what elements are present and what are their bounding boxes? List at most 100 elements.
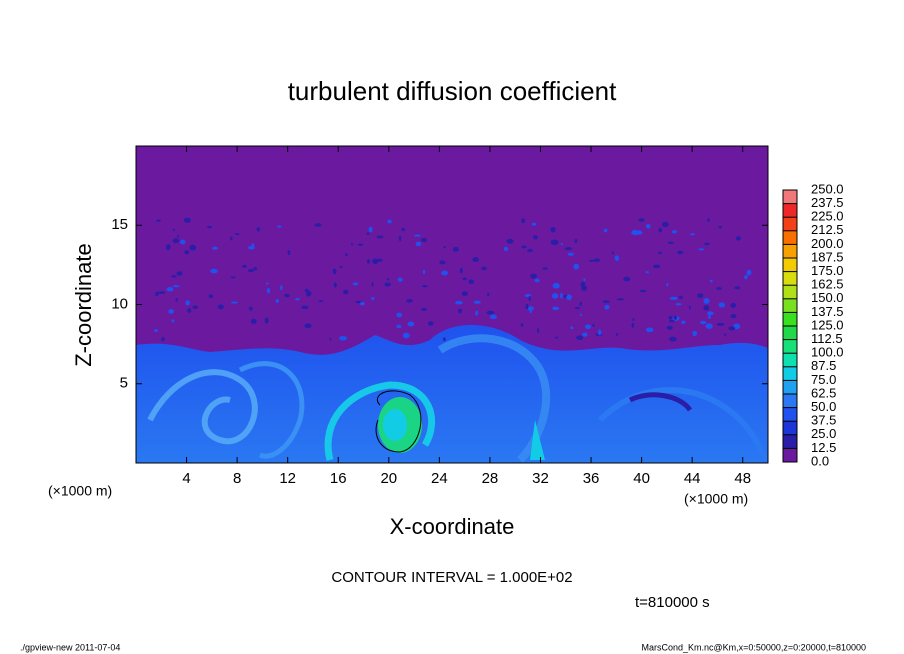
x-tick-label: 8 <box>233 470 241 487</box>
colorbar-label: 187.5 <box>811 249 844 264</box>
speck <box>708 314 711 319</box>
speck <box>673 315 677 320</box>
speck <box>339 335 348 341</box>
speck <box>551 293 559 299</box>
speck <box>217 304 224 310</box>
speck <box>161 336 165 342</box>
chart-title: turbulent diffusion coefficient <box>288 76 617 106</box>
speck <box>564 247 573 251</box>
colorbar-bin <box>783 394 797 408</box>
speck <box>339 265 343 268</box>
speck <box>559 292 563 299</box>
speck <box>366 259 371 264</box>
speck <box>421 307 427 311</box>
speck <box>652 264 661 269</box>
colorbar-label: 237.5 <box>811 195 844 210</box>
speck <box>635 230 643 235</box>
speck <box>631 322 635 328</box>
speck <box>506 238 514 244</box>
colorbar-bin <box>783 366 797 381</box>
speck <box>443 246 446 249</box>
x-tick-label: 32 <box>532 470 549 487</box>
speck <box>318 300 324 303</box>
speck <box>397 277 403 282</box>
speck <box>583 278 586 282</box>
speck <box>746 269 752 276</box>
speck <box>615 333 619 336</box>
speck <box>157 291 166 294</box>
speck <box>645 271 649 274</box>
colorbar-label: 50.0 <box>811 399 836 414</box>
y-tick-label: 15 <box>111 216 128 233</box>
speck <box>602 300 610 304</box>
colorbar-label: 100.0 <box>811 345 844 360</box>
speck <box>407 321 415 327</box>
speck <box>462 277 467 281</box>
colorbar-label: 250.0 <box>811 181 844 196</box>
speck <box>667 241 675 245</box>
speck <box>280 285 283 291</box>
speck <box>306 290 312 297</box>
speck <box>357 243 364 246</box>
speck <box>603 228 608 233</box>
speck <box>457 308 463 314</box>
colorbar-label: 200.0 <box>811 236 844 251</box>
speck <box>421 237 427 242</box>
speck <box>678 295 683 299</box>
speck <box>690 233 696 236</box>
speck <box>574 306 581 310</box>
speck <box>360 301 365 306</box>
speck <box>730 302 737 308</box>
colorbar-bin <box>783 217 797 231</box>
speck <box>604 304 610 310</box>
speck <box>550 239 559 246</box>
speck <box>183 217 191 223</box>
y-axis-label: Z-coordinate <box>71 243 96 367</box>
speck <box>697 293 704 298</box>
speck <box>525 303 529 310</box>
speck <box>698 248 705 251</box>
colorbar-bin <box>783 353 797 367</box>
speck <box>734 286 741 290</box>
speck <box>396 324 402 329</box>
speck <box>230 236 233 241</box>
speck <box>247 268 255 273</box>
speck <box>242 264 247 268</box>
speck <box>611 251 614 255</box>
speck <box>560 243 563 246</box>
speck <box>264 317 269 324</box>
speck <box>455 300 463 305</box>
speck <box>588 259 596 262</box>
speck <box>570 326 574 330</box>
speck <box>581 285 587 291</box>
x-tick-label: 28 <box>482 470 499 487</box>
colorbar-label: 112.5 <box>811 331 843 346</box>
speck <box>171 319 175 323</box>
speck <box>529 308 532 314</box>
x-tick-label: 44 <box>684 470 701 487</box>
speck <box>212 246 218 250</box>
speck <box>208 294 214 299</box>
speck <box>329 338 332 341</box>
speck <box>669 296 678 300</box>
speck <box>486 310 495 315</box>
colorbar-bin <box>783 407 797 422</box>
speck <box>439 260 446 265</box>
speck <box>371 282 374 287</box>
speck <box>703 305 710 311</box>
speck <box>247 245 255 250</box>
contour-interval: CONTOUR INTERVAL = 1.000E+02 <box>331 569 572 586</box>
speck <box>704 242 710 246</box>
speck <box>351 242 354 246</box>
colorbar-bin <box>783 271 797 286</box>
speck <box>332 268 337 275</box>
speck <box>206 225 213 229</box>
speck <box>730 313 737 319</box>
speck <box>472 257 479 263</box>
speck <box>574 238 578 244</box>
speck <box>645 224 651 229</box>
colorbar-bin <box>783 326 797 340</box>
speck <box>552 282 560 289</box>
colorbar-bin <box>783 258 797 272</box>
speck <box>165 244 171 251</box>
